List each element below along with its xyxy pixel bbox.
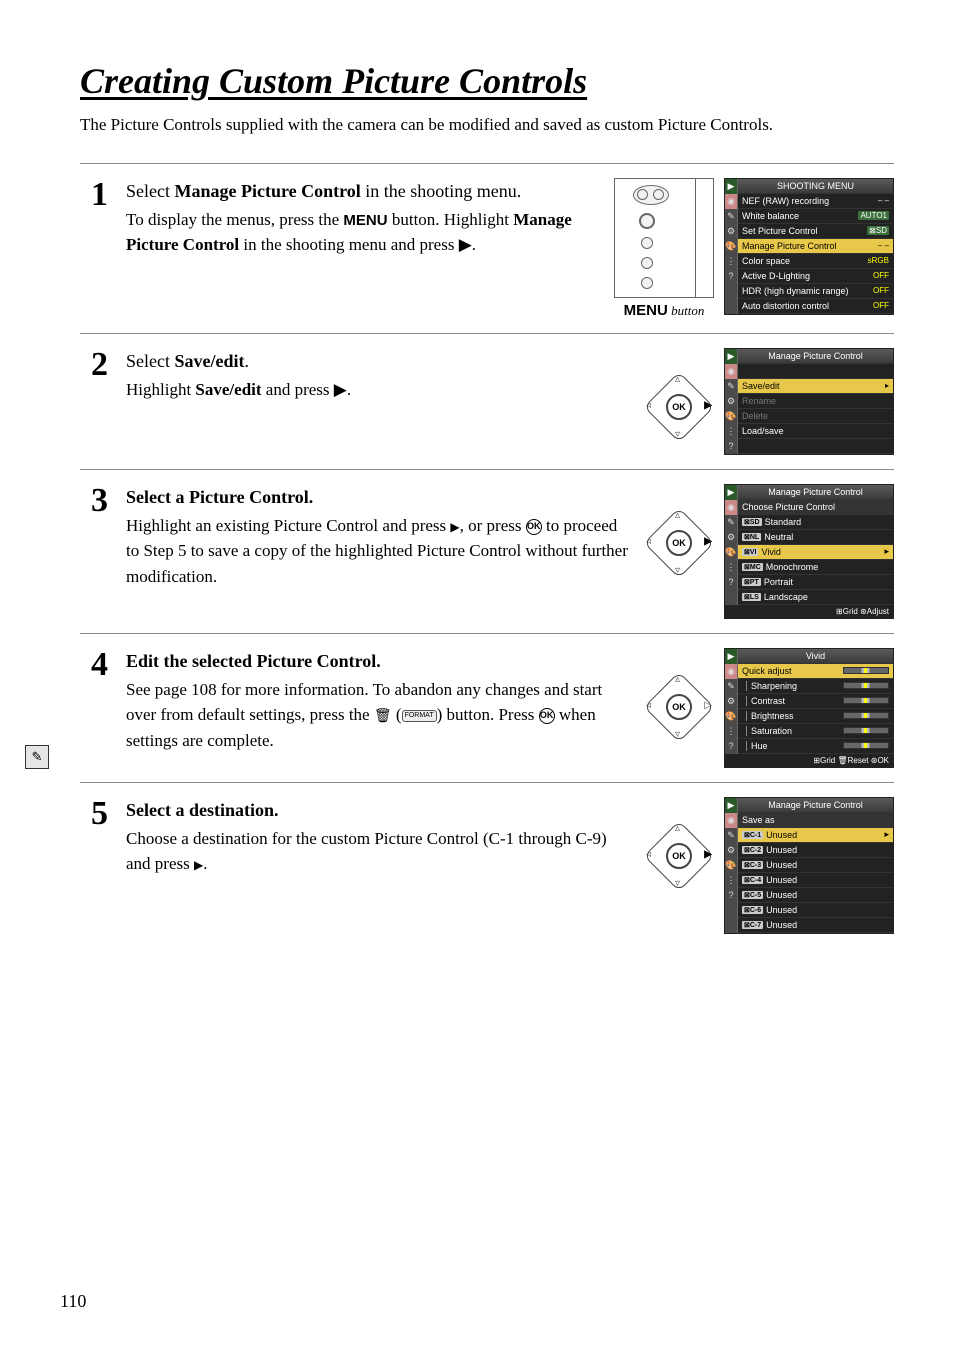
trash-icon — [374, 705, 392, 724]
screen-save-as: ▶Manage Picture Control◉Save as✎⊠C-1Unus… — [724, 797, 894, 934]
step-body-text: Highlight Save/edit and press ▶. — [126, 377, 629, 403]
camera-diagram — [614, 178, 714, 298]
screen-choose-picture-control: ▶Manage Picture Control◉Choose Picture C… — [724, 484, 894, 619]
step-number: 5 — [80, 797, 108, 831]
format-icon: FORMAT — [402, 710, 437, 723]
step-body-text: To display the menus, press the MENU but… — [126, 207, 599, 258]
step-heading: Select Save/edit. — [126, 348, 629, 375]
menu-button-caption: MENU button — [614, 302, 714, 319]
step-number: 1 — [80, 178, 108, 212]
page-intro: The Picture Controls supplied with the c… — [80, 112, 894, 138]
step-number: 3 — [80, 484, 108, 518]
step-5: 5 Select a destination. Choose a destina… — [80, 783, 894, 948]
page-title: Creating Custom Picture Controls — [80, 60, 894, 102]
ok-pad-icon: OK ▵▿◃▶ — [644, 372, 714, 442]
step-body-text: See page 108 for more information. To ab… — [126, 677, 629, 754]
screen-vivid-edit: ▶Vivid◉Quick adjust✎Sharpening⚙Contrast🎨… — [724, 648, 894, 768]
ok-pad-icon: OK ▵▿◃▶ — [644, 821, 714, 891]
page-number: 110 — [60, 1291, 86, 1312]
step-1: 1 Select Manage Picture Control in the s… — [80, 164, 894, 334]
step-heading: Select a destination. — [126, 797, 629, 824]
step-heading: Select Manage Picture Control in the sho… — [126, 178, 599, 205]
step-number: 2 — [80, 348, 108, 382]
sidebar-tab-icon: ✎ — [25, 745, 49, 769]
ok-pad-icon: OK ▵▿◃▷ — [644, 672, 714, 742]
screen-save-edit: ▶Manage Picture Control◉✎Save/edit▸⚙Rena… — [724, 348, 894, 455]
step-2: 2 Select Save/edit. Highlight Save/edit … — [80, 334, 894, 470]
screen-shooting-menu: ▶SHOOTING MENU◉NEF (RAW) recording– –✎Wh… — [724, 178, 894, 315]
ok-pad-icon: OK ▵▿◃▶ — [644, 508, 714, 578]
step-4: 4 Edit the selected Picture Control. See… — [80, 634, 894, 783]
step-heading: Edit the selected Picture Control. — [126, 648, 629, 675]
step-body-text: Choose a destination for the custom Pict… — [126, 826, 629, 877]
step-heading: Select a Picture Control. — [126, 484, 629, 511]
steps-list: 1 Select Manage Picture Control in the s… — [80, 163, 894, 948]
step-number: 4 — [80, 648, 108, 682]
step-body-text: Highlight an existing Picture Control an… — [126, 513, 629, 590]
step-3: 3 Select a Picture Control. Highlight an… — [80, 470, 894, 634]
